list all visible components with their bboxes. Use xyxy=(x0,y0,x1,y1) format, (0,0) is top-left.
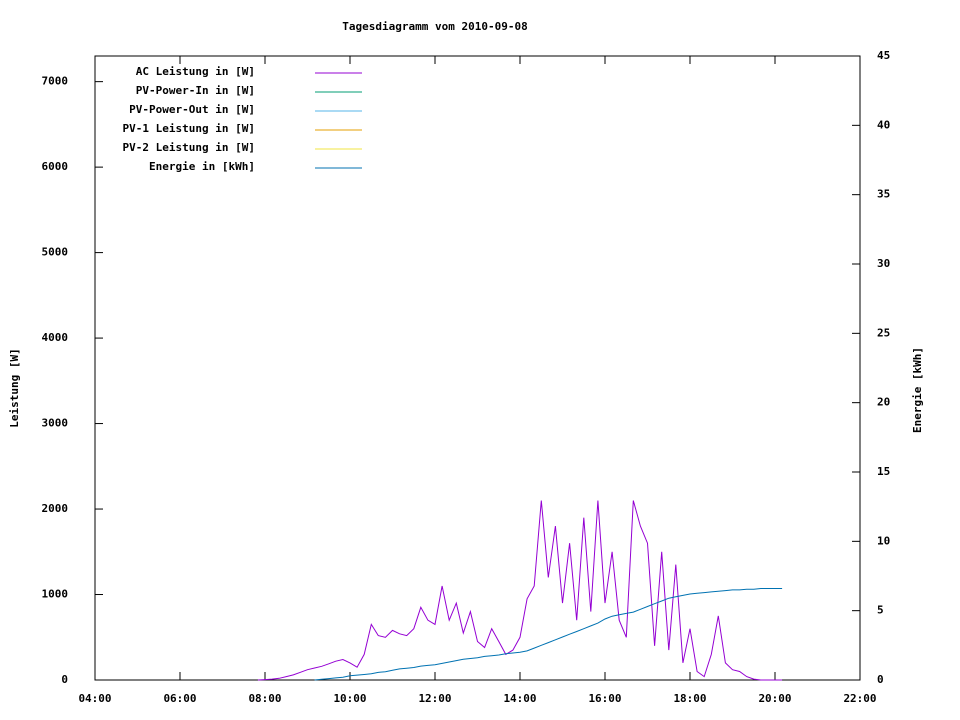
legend-label: Energie in [kWh] xyxy=(149,160,255,173)
y2-tick-label: 20 xyxy=(877,396,890,409)
y2-tick-label: 15 xyxy=(877,465,890,478)
legend-label: PV-2 Leistung in [W] xyxy=(123,141,255,154)
y-axis-label: Leistung [W] xyxy=(8,348,21,427)
series-line xyxy=(314,588,783,681)
y2-tick-label: 0 xyxy=(877,673,884,686)
x-tick-label: 10:00 xyxy=(333,692,366,705)
y2-axis-label: Energie [kWh] xyxy=(911,347,924,433)
x-tick-label: 08:00 xyxy=(248,692,281,705)
plot-frame xyxy=(94,55,861,681)
y-tick-label: 1000 xyxy=(42,588,69,601)
y2-tick-label: 25 xyxy=(877,326,890,339)
x-tick-label: 22:00 xyxy=(843,692,876,705)
x-tick-label: 12:00 xyxy=(418,692,451,705)
y2-tick-label: 30 xyxy=(877,257,890,270)
y-tick-label: 2000 xyxy=(42,502,69,515)
x-tick-label: 16:00 xyxy=(588,692,621,705)
y-tick-label: 6000 xyxy=(42,160,69,173)
y2-tick-label: 5 xyxy=(877,604,884,617)
y-tick-label: 7000 xyxy=(42,75,69,88)
legend-label: PV-Power-Out in [W] xyxy=(129,103,255,116)
y2-tick-label: 40 xyxy=(877,118,890,131)
x-tick-label: 14:00 xyxy=(503,692,536,705)
x-tick-label: 06:00 xyxy=(163,692,196,705)
y2-tick-label: 45 xyxy=(877,49,890,62)
legend-label: AC Leistung in [W] xyxy=(136,65,255,78)
legend-label: PV-Power-In in [W] xyxy=(136,84,255,97)
y-tick-label: 0 xyxy=(61,673,68,686)
x-tick-label: 18:00 xyxy=(673,692,706,705)
y-tick-label: 3000 xyxy=(42,417,69,430)
legend-label: PV-1 Leistung in [W] xyxy=(123,122,255,135)
x-tick-label: 04:00 xyxy=(78,692,111,705)
chart-title: Tagesdiagramm vom 2010-09-08 xyxy=(342,20,527,33)
x-tick-label: 20:00 xyxy=(758,692,791,705)
y-tick-label: 4000 xyxy=(42,331,69,344)
y2-tick-label: 10 xyxy=(877,534,890,547)
y-tick-label: 5000 xyxy=(42,246,69,259)
series-line xyxy=(257,500,783,681)
y2-tick-label: 35 xyxy=(877,188,890,201)
